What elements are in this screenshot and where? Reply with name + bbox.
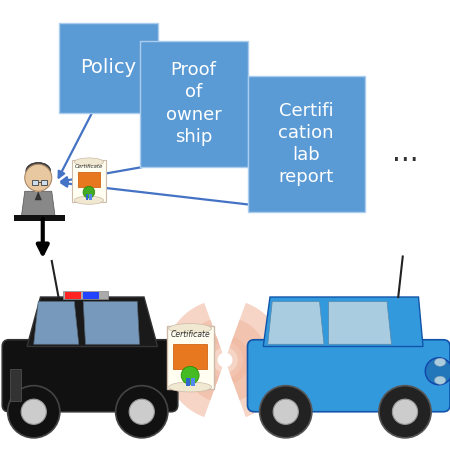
Bar: [35, 186, 41, 192]
Circle shape: [273, 399, 298, 424]
Text: Certificate: Certificate: [75, 164, 103, 169]
Bar: [83, 292, 99, 299]
Polygon shape: [182, 320, 220, 400]
Ellipse shape: [425, 358, 450, 385]
Ellipse shape: [26, 162, 50, 180]
Polygon shape: [328, 302, 392, 344]
Ellipse shape: [74, 158, 104, 166]
FancyBboxPatch shape: [2, 340, 178, 412]
Polygon shape: [27, 297, 158, 346]
Circle shape: [83, 186, 95, 198]
Circle shape: [129, 399, 154, 424]
Bar: [41, 180, 47, 184]
Polygon shape: [21, 191, 55, 218]
FancyBboxPatch shape: [248, 340, 450, 412]
Ellipse shape: [74, 196, 104, 204]
Bar: [173, 344, 207, 369]
Polygon shape: [268, 302, 324, 344]
Polygon shape: [230, 320, 268, 400]
Bar: [14, 215, 65, 220]
Bar: [63, 291, 108, 299]
FancyBboxPatch shape: [72, 160, 106, 202]
FancyBboxPatch shape: [248, 76, 364, 211]
Bar: [191, 378, 194, 386]
Circle shape: [25, 164, 52, 191]
Polygon shape: [83, 302, 140, 344]
Polygon shape: [228, 337, 250, 383]
Text: ...: ...: [392, 139, 418, 167]
Ellipse shape: [434, 376, 446, 384]
FancyBboxPatch shape: [166, 326, 214, 389]
Polygon shape: [200, 337, 222, 383]
Ellipse shape: [169, 382, 212, 392]
Ellipse shape: [169, 324, 212, 333]
Text: Certificate: Certificate: [170, 330, 210, 339]
Circle shape: [379, 386, 431, 438]
FancyBboxPatch shape: [58, 22, 158, 112]
Polygon shape: [35, 191, 42, 200]
FancyBboxPatch shape: [140, 40, 248, 166]
Bar: [32, 180, 38, 184]
Circle shape: [260, 386, 312, 438]
Bar: [65, 292, 81, 299]
Polygon shape: [164, 303, 219, 417]
Bar: [10, 369, 21, 400]
Polygon shape: [231, 303, 286, 417]
Bar: [89, 196, 92, 200]
Polygon shape: [263, 297, 423, 346]
Bar: [89, 194, 92, 198]
Circle shape: [21, 399, 46, 424]
Bar: [86, 196, 88, 200]
Bar: [86, 194, 88, 198]
Text: Certifi
cation
lab
report: Certifi cation lab report: [278, 102, 334, 186]
Circle shape: [8, 386, 60, 438]
Circle shape: [181, 366, 199, 384]
Bar: [185, 378, 190, 386]
Ellipse shape: [434, 358, 446, 366]
Circle shape: [392, 399, 418, 424]
Circle shape: [116, 386, 168, 438]
Text: Policy: Policy: [80, 58, 136, 77]
Text: Proof
of
owner
ship: Proof of owner ship: [166, 61, 221, 146]
Bar: [78, 172, 100, 187]
Polygon shape: [34, 302, 79, 344]
